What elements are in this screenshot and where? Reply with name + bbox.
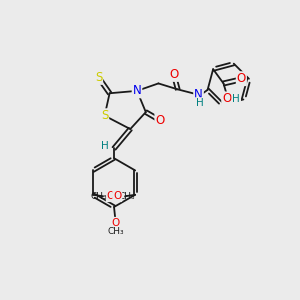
Text: N: N bbox=[133, 84, 141, 98]
Text: CH₃: CH₃ bbox=[91, 192, 107, 201]
Text: O: O bbox=[155, 114, 165, 127]
Text: H: H bbox=[232, 94, 240, 104]
Text: CH₃: CH₃ bbox=[119, 192, 135, 201]
Text: O: O bbox=[113, 191, 122, 201]
Text: O: O bbox=[106, 191, 115, 201]
Text: O: O bbox=[111, 218, 120, 228]
Text: O: O bbox=[169, 68, 178, 81]
Text: N: N bbox=[194, 88, 203, 101]
Text: H: H bbox=[196, 98, 203, 108]
Text: S: S bbox=[101, 109, 108, 122]
Text: H: H bbox=[100, 141, 108, 151]
Text: O: O bbox=[237, 72, 246, 85]
Text: S: S bbox=[95, 71, 102, 84]
Text: CH₃: CH₃ bbox=[107, 227, 124, 236]
Text: O: O bbox=[222, 92, 231, 105]
